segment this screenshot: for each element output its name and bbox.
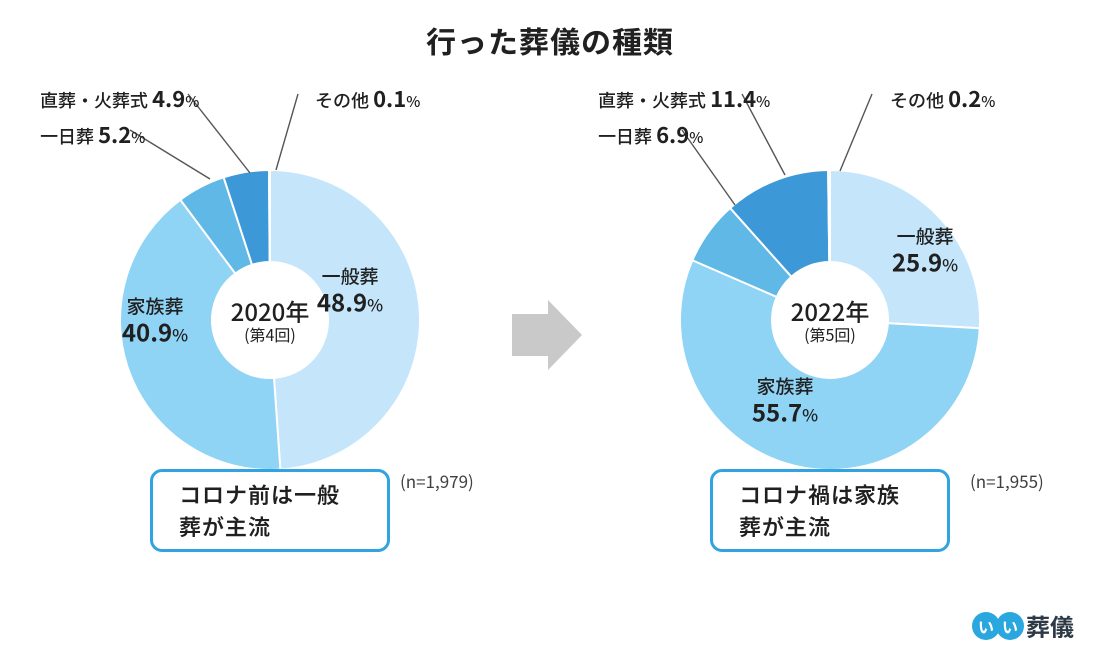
- arrow-icon: [512, 300, 582, 370]
- center-label-2020: 2020年 (第4回): [231, 297, 310, 343]
- center-label-2022: 2022年 (第5回): [791, 297, 870, 343]
- label-kazokusou: 家族葬55.7%: [752, 375, 818, 424]
- slice-other: [269, 170, 270, 262]
- infographic-root: 行った葬儀の種類 2020年 (第4回) 一般葬48.9% 家族葬40.9% 一日葬…: [0, 0, 1100, 657]
- brand-logo: い い 葬儀: [972, 608, 1074, 643]
- brand-bubbles: い い: [972, 612, 1024, 640]
- caption-2020: コロナ前は一般葬が主流: [150, 469, 390, 552]
- center-year-2020: 2020年: [231, 297, 310, 325]
- brand-text: 葬儀: [1026, 608, 1074, 643]
- label-ippansou: 一般葬25.9%: [892, 225, 958, 274]
- brand-bubble-2: い: [996, 612, 1024, 640]
- callout-ichinichi: 一日葬 5.2%: [40, 118, 145, 150]
- page-title: 行った葬儀の種類: [0, 18, 1100, 62]
- callout-other: その他 0.2%: [890, 82, 995, 114]
- n-2022: (n=1,955): [970, 468, 1044, 493]
- n-2020: (n=1,979): [400, 468, 474, 493]
- callout-chokusou: 直葬・火葬式 11.4%: [598, 82, 770, 114]
- label-kazokusou: 家族葬40.9%: [122, 295, 188, 344]
- callout-chokusou: 直葬・火葬式 4.9%: [40, 82, 199, 114]
- caption-2022: コロナ禍は家族葬が主流: [710, 469, 950, 552]
- callout-other: その他 0.1%: [315, 82, 420, 114]
- chart-2020: 2020年 (第4回) 一般葬48.9% 家族葬40.9% 一日葬 5.2% 直葬・火…: [30, 70, 510, 570]
- chart-2022: 2022年 (第5回) 一般葬25.9% 家族葬55.7% 一日葬 6.9% 直葬・火…: [590, 70, 1070, 570]
- center-year-2022: 2022年: [791, 297, 870, 325]
- callout-ichinichi: 一日葬 6.9%: [598, 118, 703, 150]
- slice-other: [828, 170, 830, 262]
- label-ippansou: 一般葬48.9%: [317, 265, 383, 314]
